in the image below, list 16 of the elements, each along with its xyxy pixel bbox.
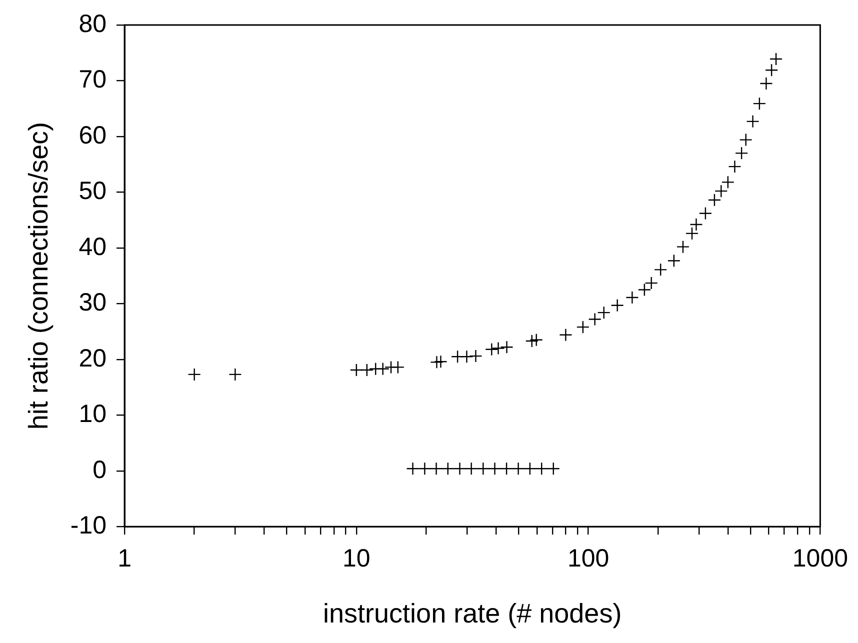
y-axis-title: hit ratio (connections/sec) [24, 122, 54, 430]
x-tick-label: 10 [342, 544, 370, 572]
y-tick-label: 80 [78, 10, 107, 38]
y-tick-label: 40 [78, 232, 107, 261]
x-tick-label: 1000 [792, 544, 848, 572]
y-tick-label: 20 [78, 344, 107, 372]
y-tick-label: 50 [78, 177, 107, 206]
y-tick-label: -10 [70, 511, 107, 540]
y-tick-label: 0 [92, 456, 107, 484]
y-tick-label: 30 [78, 288, 107, 317]
x-tick-label: 100 [567, 544, 610, 572]
y-tick-label: 70 [78, 66, 107, 94]
y-tick-label: 60 [78, 121, 107, 150]
x-axis-title: instruction rate (# nodes) [323, 598, 622, 628]
x-tick-label: 1 [118, 544, 132, 572]
y-tick-label: 10 [78, 400, 107, 428]
